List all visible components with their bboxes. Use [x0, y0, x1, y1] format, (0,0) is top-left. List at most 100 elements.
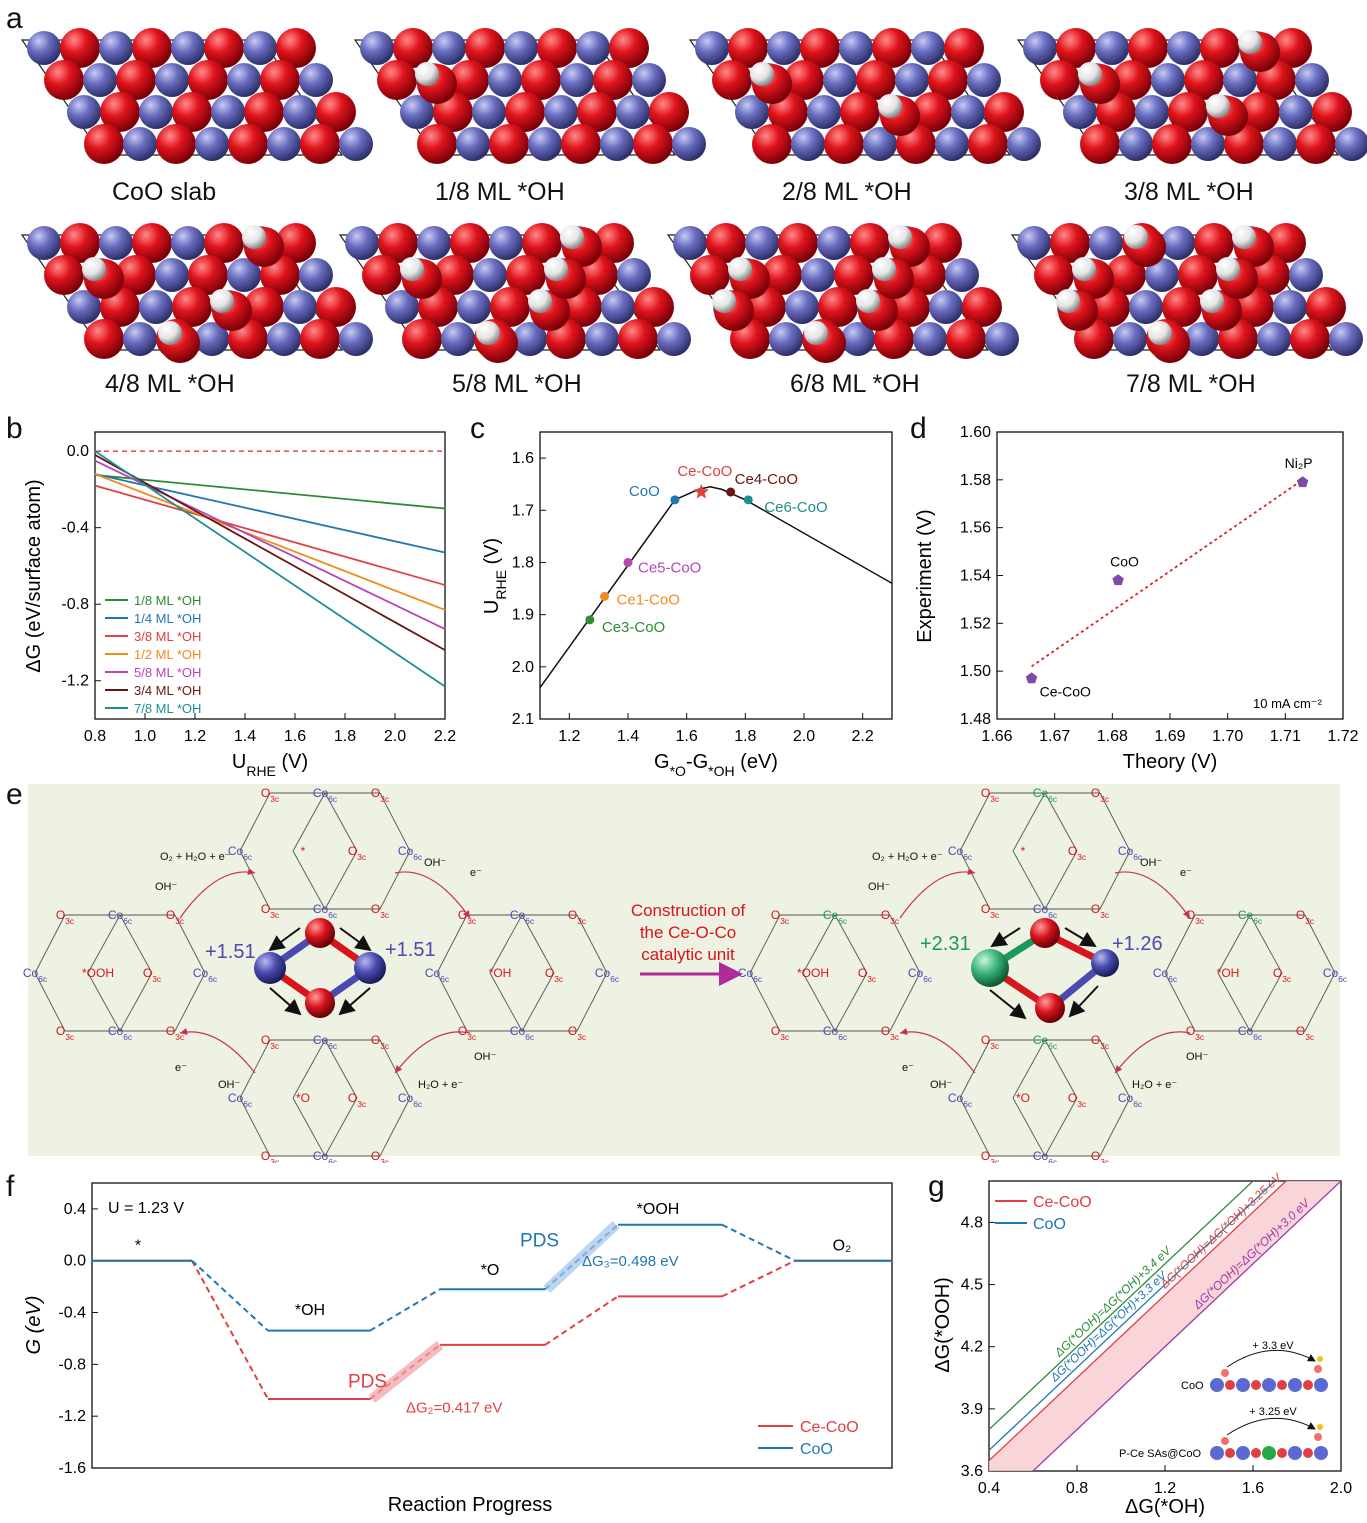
co-atom: [123, 322, 157, 356]
h-atom: [872, 257, 896, 281]
o-atom: [984, 92, 1024, 132]
o-atom: [1112, 60, 1152, 100]
site-o3c: O3c: [568, 1024, 586, 1042]
o-atom: [417, 124, 457, 164]
energy-connector-1-1: [369, 1288, 441, 1332]
co-atom: [457, 290, 491, 324]
co-atom: [1329, 322, 1363, 356]
energy-connector-0-0: [191, 1260, 269, 1400]
site-o3c: O3c: [1091, 786, 1109, 804]
panel-letter-f: f: [6, 1170, 15, 1203]
step-label-3: e⁻: [470, 867, 482, 879]
step-label-15: H₂O + e⁻: [1132, 1079, 1177, 1091]
adsorbate-atom: [1221, 1437, 1229, 1445]
co-atom: [195, 127, 229, 161]
slab-caption-1: 1/8 ML *OH: [435, 178, 565, 206]
hex-bond: [1217, 972, 1251, 1032]
panel-a-slabs: [20, 28, 1367, 363]
co-atom-inset: [1236, 1378, 1250, 1392]
o-atom-inset: [1277, 1380, 1287, 1390]
h-atom-inset: [1317, 1356, 1323, 1362]
o-atom: [1266, 223, 1306, 263]
hex-bond: [292, 1039, 326, 1099]
plot-frame: [94, 431, 446, 720]
co-atom: [83, 63, 117, 97]
co-atom-inset: [1210, 1446, 1224, 1460]
slab-model-4: [20, 223, 373, 363]
site-o3c: O3c: [771, 1024, 789, 1042]
co-atom: [27, 31, 61, 65]
co-atom: [791, 127, 825, 161]
hex-unit: O3c Ce6c O3c Co6c Co6c O3c O3c Co6c O3c *: [948, 786, 1142, 920]
site-o3c: O3c: [371, 1033, 389, 1051]
co-atom: [243, 31, 277, 65]
site-co6c: Co6c: [510, 1024, 534, 1042]
site-o3c: O3c: [1091, 1033, 1109, 1051]
co-atom: [601, 290, 635, 324]
site-co6c: Co6c: [398, 844, 422, 862]
y-axis-label: ΔG(*OOH): [932, 1277, 954, 1373]
hex-bond: [802, 914, 836, 974]
co-atom: [1007, 127, 1041, 161]
adsorbate-label: *OOH: [82, 966, 114, 980]
hex-unit: O3c Co6c O3c Co6c Co6c O3c O3c Co6c O3c *O: [228, 1033, 422, 1163]
site-co6c: Co6c: [595, 966, 619, 984]
o-atom: [116, 60, 156, 100]
cycle-arrow-7: [899, 1027, 976, 1074]
h-atom: [210, 289, 234, 313]
legend-label-0: Ce-CoO: [1033, 1194, 1092, 1211]
legend-label-0: Ce-CoO: [800, 1419, 859, 1436]
cycle-arrow-2: [394, 1031, 471, 1074]
o-atom: [1080, 124, 1120, 164]
o-atom-inset: [1225, 1380, 1235, 1390]
hex-bond: [292, 792, 326, 852]
co-atom: [488, 63, 522, 97]
site-o3c: O3c: [981, 786, 999, 804]
slab-model-2: [688, 28, 1041, 164]
point-marker-3: [743, 495, 753, 505]
y-tick-label: 1.54: [960, 568, 991, 585]
h-atom: [712, 289, 736, 313]
co-atom: [339, 322, 373, 356]
chart-d: 1.66 1.67 1.68 1.69 1.70 1.71 1.72 1.48 1.50 1.52…: [914, 424, 1359, 773]
h-atom: [750, 62, 774, 86]
current-density-annotation: 10 mA cm⁻²: [1253, 696, 1323, 711]
site-o3c: O3c: [858, 966, 876, 984]
point-label-5: Ce1-CoO: [617, 591, 680, 608]
o-atom: [1035, 993, 1065, 1023]
hex-bond: [1044, 792, 1078, 852]
co-atom-inset: [1210, 1378, 1224, 1392]
legend-label-4: 5/8 ML *OH: [134, 665, 201, 680]
charge-arrow: [268, 927, 301, 952]
y-tick-label: 3.9: [961, 1401, 983, 1418]
slab-model-6: [666, 223, 1019, 363]
site-co6c: Co6c: [193, 966, 217, 984]
h-atom: [528, 289, 552, 313]
chart-b: 0.8 1.0 1.2 1.4 1.6 1.8 2.0 2.2 0.0 -0.4 -0.8 -1.2 1…: [23, 431, 456, 779]
site-o3c: O3c: [56, 908, 74, 926]
co-atom: [171, 31, 205, 65]
hex-bond: [436, 972, 468, 1032]
slab-caption-5: 5/8 ML *OH: [452, 370, 582, 398]
o-atom: [633, 124, 673, 164]
co-atom: [1119, 127, 1153, 161]
inset-arrow-label-1: + 3.25 eV: [1249, 1406, 1297, 1418]
o-atom: [872, 28, 912, 68]
x-axis-label: ΔG(*OH): [1125, 1496, 1205, 1518]
site-o3c: O3c: [56, 1024, 74, 1042]
inset-arrow: [1226, 1417, 1316, 1436]
x-tick-label: 2.0: [1330, 1480, 1352, 1497]
co-atom: [985, 322, 1019, 356]
x-tick-label: 1.6: [1242, 1480, 1264, 1497]
o-atom: [728, 28, 768, 68]
slab-model-1: [353, 28, 706, 164]
o-atom: [1050, 223, 1090, 263]
legend-label-5: 3/4 ML *OH: [134, 683, 201, 698]
slab-caption-3: 3/8 ML *OH: [1124, 178, 1254, 206]
step-label-4: e⁻: [175, 1062, 187, 1074]
point-marker-2: [726, 487, 736, 497]
o-atom: [1290, 319, 1330, 359]
x-tick-label: 1.67: [1039, 728, 1070, 745]
o-atom: [316, 92, 356, 132]
co-atom: [801, 258, 835, 292]
